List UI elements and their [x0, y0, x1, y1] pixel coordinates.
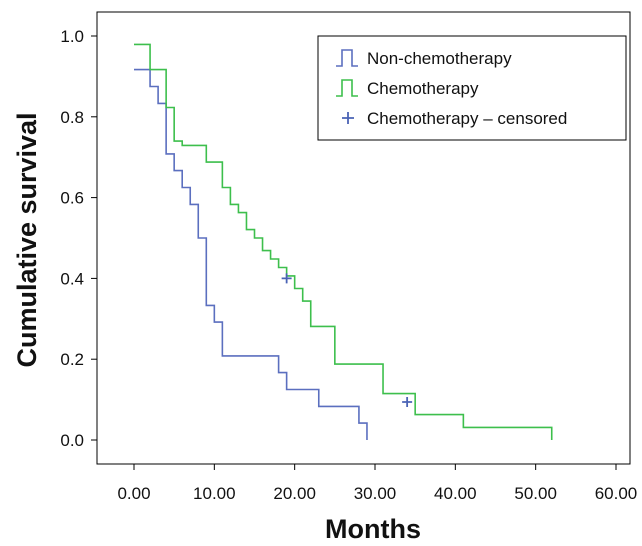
y-tick-label-1: 0.2	[60, 350, 84, 369]
x-axis-title: Months	[325, 514, 421, 544]
x-tick-label-1: 10.00	[193, 484, 236, 503]
y-tick-label-4: 0.8	[60, 108, 84, 127]
x-tick-label-5: 50.00	[514, 484, 557, 503]
y-axis-title: Cumulative survival	[12, 112, 42, 367]
legend-label-0: Non-chemotherapy	[367, 49, 512, 68]
censor-layer	[281, 273, 413, 408]
y-tick-label-5: 1.0	[60, 27, 84, 46]
legend-label-1: Chemotherapy	[367, 79, 479, 98]
legend-label-2: Chemotherapy – censored	[367, 109, 567, 128]
legend-symbol-2	[342, 112, 354, 124]
plot-frame	[96, 11, 631, 465]
y-tick-label-2: 0.4	[60, 269, 84, 288]
x-tick-label-0: 0.00	[117, 484, 150, 503]
legend-items: Non-chemotherapy Chemotherapy Chemotherapy…	[336, 49, 567, 128]
legend-item-1: Chemotherapy	[336, 79, 479, 98]
x-tick-label-2: 20.00	[273, 484, 316, 503]
censor-mark-0	[281, 273, 292, 284]
y-tick-label-3: 0.6	[60, 189, 84, 208]
legend-box	[317, 35, 627, 141]
series-line-non-chemotherapy	[134, 68, 368, 440]
legend: Non-chemotherapy Chemotherapy Chemotherapy…	[317, 35, 627, 141]
x-tick-label-4: 40.00	[434, 484, 477, 503]
legend-symbol-0	[336, 49, 358, 67]
legend-item-0: Non-chemotherapy	[336, 49, 512, 68]
series-layer	[134, 43, 553, 440]
legend-symbol-1	[336, 79, 358, 97]
axes: 0.00 10.00 20.00 30.00 40.00 50.00 60.00 0.0 0.2…	[60, 27, 637, 503]
y-tick-label-0: 0.0	[60, 431, 84, 450]
legend-item-2: Chemotherapy – censored	[342, 109, 567, 128]
series-line-chemotherapy	[134, 43, 553, 440]
x-tick-label-3: 30.00	[354, 484, 397, 503]
censor-mark-1	[402, 397, 413, 408]
x-tick-label-6: 60.00	[595, 484, 638, 503]
